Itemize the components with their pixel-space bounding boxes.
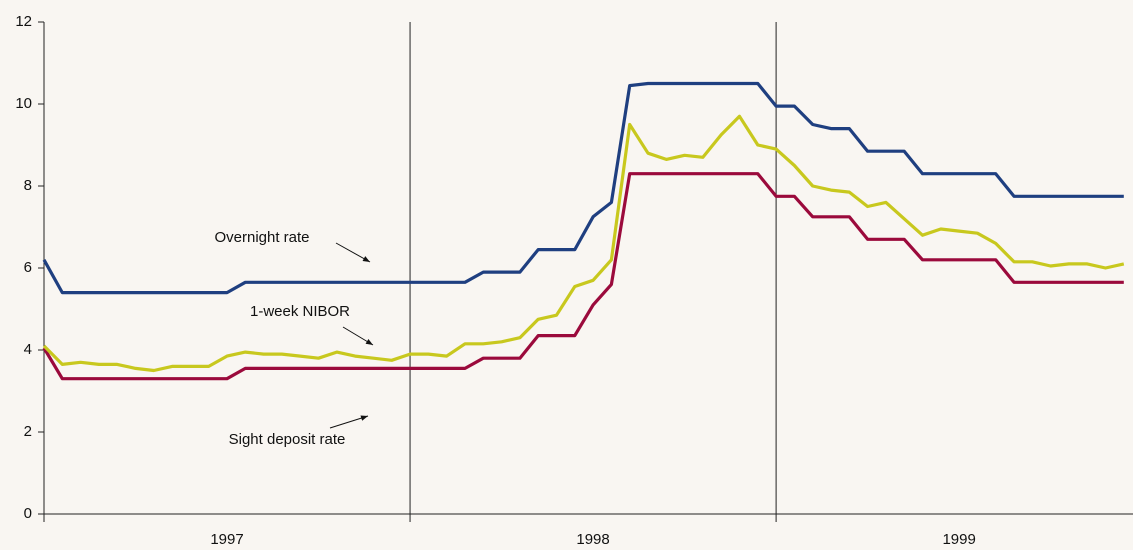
annotation-arrow [329,415,369,429]
y-tick-label: 12 [15,13,32,30]
y-tick-label: 0 [24,505,32,522]
y-tick-label: 8 [24,177,32,194]
series-label: Overnight rate [214,229,309,246]
series-label: Sight deposit rate [229,431,346,448]
y-tick-label: 2 [24,423,32,440]
x-tick-label: 1998 [576,531,609,548]
annotation-arrow [342,326,374,346]
y-tick-label: 10 [15,95,32,112]
annotation-arrow [335,242,371,263]
series-label: 1-week NIBOR [250,303,350,320]
series-line [42,81,1124,295]
y-tick-label: 6 [24,259,32,276]
series-line [42,114,1125,373]
series-line [42,172,1124,381]
x-tick-label: 1997 [210,531,243,548]
x-tick-label: 1999 [942,531,975,548]
y-tick-label: 4 [24,341,32,358]
